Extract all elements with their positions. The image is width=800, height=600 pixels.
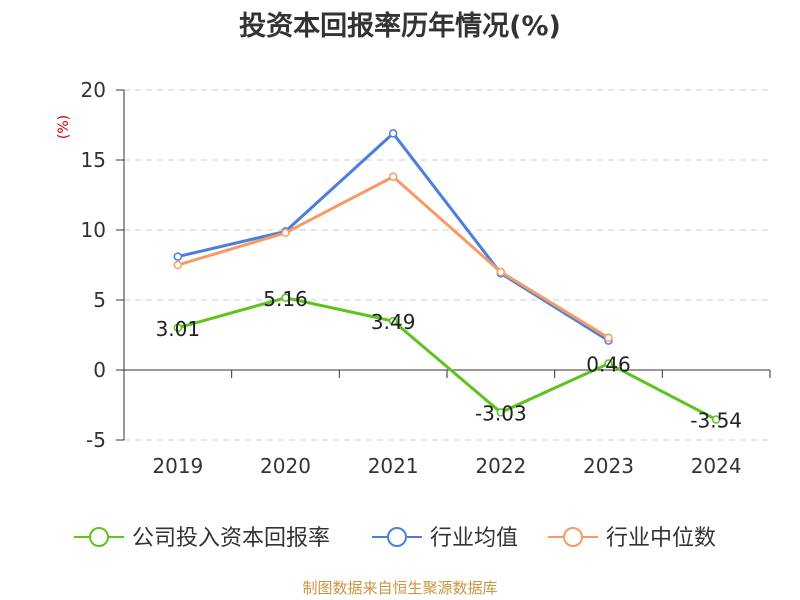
y-tick-label: 20 [81,78,106,102]
x-tick-label: 2021 [368,454,419,478]
data-point [281,228,290,238]
data-point [388,172,398,182]
data-source-note: 制图数据来自恒生聚源数据库 [302,579,498,597]
data-label: 3.01 [156,317,201,341]
series-lines [173,129,721,424]
legend-marker [563,527,583,547]
y-axis-label: (%) [56,115,72,139]
data-label: -3.54 [690,409,742,433]
data-point [604,333,613,343]
data-point [388,129,398,138]
data-point [388,316,398,326]
data-point [604,359,613,368]
data-point [496,408,506,417]
chart-title: 投资本回报率历年情况(%) [239,11,561,42]
x-tick-label: 2020 [260,454,311,478]
data-point [281,293,290,303]
data-point [711,415,721,424]
data-label: 5.16 [263,287,308,311]
y-tick-label: -5 [86,428,106,452]
y-tick-label: 10 [81,218,106,242]
data-point [496,267,506,277]
legend-label: 行业均值 [430,526,518,551]
grid-lines [124,89,770,441]
x-tick-label: 2024 [691,454,742,478]
y-tick-label: 15 [81,148,106,172]
data-label: 3.49 [371,310,416,334]
x-tick-label: 2019 [152,454,203,478]
series-line [177,296,717,421]
data-point [173,323,183,333]
data-point [173,260,183,270]
x-tick-label: 2022 [475,454,526,478]
legend: 公司投入资本回报率 行业均值 行业中位数 [74,526,716,551]
legend-marker [387,527,407,547]
legend-marker [89,527,109,547]
y-tick-label: 0 [93,358,106,382]
data-point [173,252,183,261]
x-tick-label: 2023 [583,454,634,478]
y-tick-label: 5 [93,288,106,312]
legend-label: 公司投入资本回报率 [132,526,330,551]
data-label: 0.46 [586,353,631,377]
data-labels: 3.01 5.16 3.49 -3.03 0.46 -3.54 [156,287,742,433]
axes: -5 0 5 10 15 20 2019 2020 2021 2022 2023 2024 [81,78,771,478]
legend-label: 行业中位数 [606,526,716,551]
data-label: -3.03 [475,401,527,425]
